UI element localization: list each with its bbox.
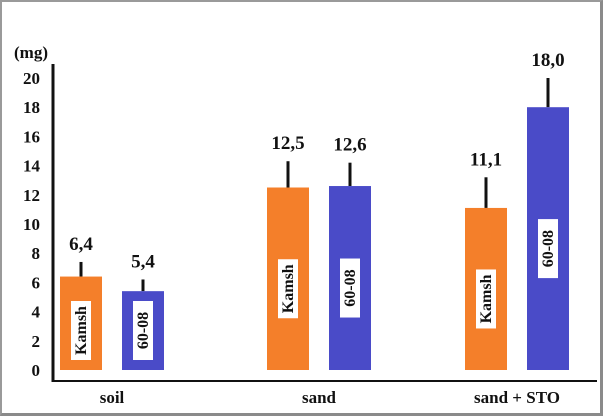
- y-tick-label: 6: [32, 273, 41, 292]
- category-label: soil: [100, 388, 125, 407]
- value-label: 18,0: [531, 50, 564, 71]
- bar-label-box: [278, 259, 298, 319]
- value-label: 5,4: [131, 251, 155, 272]
- bar-group: 60-08 18,0: [527, 50, 569, 370]
- y-tick-label: 16: [23, 127, 40, 146]
- y-tick-label: 0: [32, 361, 41, 380]
- y-tick-label: 8: [32, 244, 41, 263]
- bar-group: Kamsh 11,1: [465, 149, 507, 370]
- value-label: 12,6: [333, 135, 366, 156]
- bar-label-box: [340, 258, 360, 318]
- bar-group: 60-08 12,6: [329, 135, 371, 370]
- bar-group: Kamsh 12,5: [267, 133, 309, 370]
- category-labels: soil sand sand + STO: [100, 388, 560, 407]
- series-name-label: Kamsh: [478, 274, 495, 323]
- bar-label-box: [538, 219, 558, 279]
- bar-label-box: [133, 301, 153, 360]
- category-label: sand: [302, 388, 337, 407]
- y-tick-label: 20: [23, 69, 40, 88]
- y-tick-label: 14: [23, 157, 41, 176]
- y-tick-label: 12: [23, 186, 40, 205]
- series-name-label: Kamsh: [280, 264, 297, 313]
- bar-label-box: [476, 269, 496, 329]
- value-label: 11,1: [470, 149, 502, 170]
- y-tick-label: 18: [23, 98, 40, 117]
- y-ticks: 0 2 4 6 8 10 12 14 16 18 20: [23, 69, 41, 380]
- category-label: sand + STO: [474, 388, 560, 407]
- axes: (mg): [14, 43, 597, 382]
- value-label: 12,5: [271, 133, 304, 154]
- series-name-label: 60-08: [135, 312, 152, 349]
- bar-label-box: [71, 301, 91, 360]
- y-tick-label: 4: [32, 303, 41, 322]
- bars: Kamsh 6,4 Kamsh 12,5 Kamsh 11,1 60-08 5,4 60-08 1…: [60, 50, 569, 370]
- value-label: 6,4: [69, 234, 93, 255]
- y-unit-label: (mg): [14, 43, 48, 62]
- bar-group: 60-08 5,4: [122, 251, 164, 370]
- series-name-label: Kamsh: [73, 306, 90, 355]
- bar-group: Kamsh 6,4: [60, 234, 102, 370]
- y-tick-label: 2: [32, 332, 41, 351]
- series-name-label: 60-08: [540, 230, 557, 267]
- y-tick-label: 10: [23, 215, 40, 234]
- series-name-label: 60-08: [342, 269, 359, 306]
